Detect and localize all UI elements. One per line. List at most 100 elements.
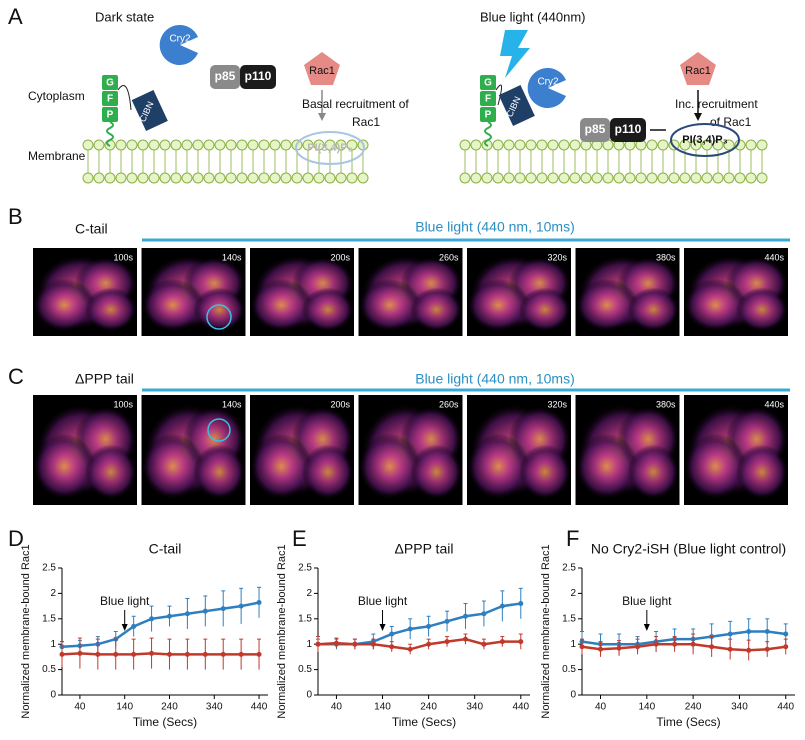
lipid-head (291, 172, 303, 184)
data-point (499, 639, 505, 645)
x-tick-label: 440 (251, 702, 268, 713)
annotation: Blue light (622, 594, 672, 608)
cell-signal (467, 433, 530, 500)
time-stamp: 260s (439, 252, 459, 262)
row-label: ΔPPP tail (75, 371, 134, 387)
lipid-head (181, 139, 193, 151)
lipid-head (712, 172, 724, 184)
helix (484, 121, 492, 147)
helix (106, 121, 114, 147)
cell-signal (410, 287, 463, 332)
lipid-ring (670, 123, 740, 157)
p85-label: p85 (215, 69, 236, 83)
data-point (166, 651, 172, 657)
panel-label: D (8, 526, 24, 551)
data-point (352, 641, 358, 647)
lipid-head (324, 139, 336, 151)
linker (117, 85, 132, 111)
chart-title: C-tail (149, 541, 182, 557)
gfp-letter: F (485, 94, 491, 105)
time-stamp: 100s (113, 399, 133, 409)
data-point (518, 639, 524, 645)
diagram-title: Blue light (440nm) (480, 9, 586, 24)
arrow-head (318, 113, 326, 121)
lipid-head (503, 139, 515, 151)
lipid-head (203, 172, 215, 184)
y-tick-label: 1 (306, 639, 312, 650)
lipid-head (646, 139, 658, 151)
lipid-head (115, 172, 127, 184)
data-point (238, 603, 244, 609)
y-tick-label: 0.5 (298, 664, 312, 675)
data-point (426, 623, 432, 629)
time-stamp: 380s (656, 252, 676, 262)
data-point (444, 618, 450, 624)
data-point (95, 651, 101, 657)
lipid-head (514, 172, 526, 184)
data-point (202, 608, 208, 614)
data-point (444, 639, 450, 645)
rac1-shape (304, 52, 340, 85)
lipid-head (170, 139, 182, 151)
lipid-head (346, 139, 358, 151)
data-point (202, 651, 208, 657)
x-tick-label: 140 (374, 702, 391, 713)
x-axis-label: Time (Secs) (656, 715, 720, 729)
lipid-head (247, 139, 259, 151)
time-stamp: 380s (656, 399, 676, 409)
x-tick-label: 240 (161, 702, 178, 713)
lipid-head (126, 139, 138, 151)
cell-signal (684, 433, 747, 500)
lipid-head (170, 172, 182, 184)
y-tick-label: 0.5 (562, 664, 576, 675)
lipid-label: PI(3,4)P₃ (307, 142, 352, 154)
lipid-label: PI(3,4)P₃ (682, 134, 727, 146)
chart-title: No Cry2-iSH (Blue light control) (591, 541, 786, 557)
series-line (317, 637, 521, 651)
lipid-head (470, 139, 482, 151)
panel-label: B (8, 204, 23, 229)
lipid-head (591, 172, 603, 184)
lipid-head (657, 139, 669, 151)
cell-signal (302, 287, 354, 332)
lipid-head (745, 172, 757, 184)
data-point (690, 641, 696, 647)
linker (495, 84, 502, 106)
cell-signal (627, 444, 680, 500)
data-point (635, 644, 641, 650)
x-tick-label: 240 (420, 702, 437, 713)
arrow-head (694, 113, 702, 121)
roi (206, 304, 232, 330)
data-point (333, 640, 339, 646)
data-point (149, 650, 155, 656)
data-point (481, 641, 487, 647)
cell-signal (575, 278, 638, 332)
x-tick-label: 340 (731, 702, 748, 713)
gfp-box (102, 75, 118, 90)
data-point (113, 651, 119, 657)
data-point (256, 651, 262, 657)
p85-box (580, 118, 610, 142)
time-stamp: 200s (330, 399, 350, 409)
label: Cytoplasm (28, 89, 85, 103)
x-tick-label: 140 (638, 702, 655, 713)
time-stamp: 320s (547, 399, 567, 409)
lipid-head (657, 172, 669, 184)
lipid-head (302, 139, 314, 151)
data-point (616, 645, 622, 651)
x-tick-label: 40 (595, 702, 607, 713)
gfp-letter: P (485, 110, 492, 121)
time-stamp: 100s (113, 252, 133, 262)
lipid-head (459, 172, 471, 184)
lipid-head (159, 139, 171, 151)
cell-signal (193, 287, 246, 332)
cell-signal (358, 433, 421, 500)
annotation-head (379, 624, 386, 631)
cell-signal (32, 278, 96, 332)
x-tick-label: 40 (74, 702, 86, 713)
annotation: Blue light (100, 594, 150, 608)
time-stamp: 200s (330, 252, 350, 262)
cell-signal (32, 433, 96, 500)
data-point (783, 631, 789, 637)
